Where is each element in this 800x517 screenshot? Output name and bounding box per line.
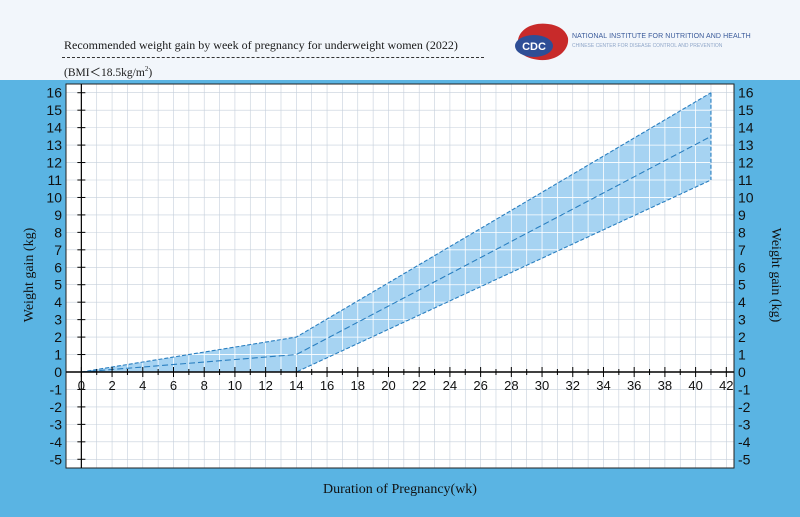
y-axis-label-right: Weight gain (kg) <box>768 227 783 323</box>
x-tick-label: 24 <box>443 378 457 393</box>
x-tick-label: 42 <box>719 378 733 393</box>
y-tick-label-right: 6 <box>738 259 746 275</box>
y-tick-label-right: -4 <box>738 434 751 450</box>
logo-line-2: CHINESE CENTER FOR DISEASE CONTROL AND P… <box>572 43 723 49</box>
subtitle-prefix: (BMI＜18.5kg/m <box>64 67 145 79</box>
y-tick-label-right: 15 <box>738 102 754 118</box>
y-tick-label-right: 9 <box>738 207 746 223</box>
x-tick-label: 38 <box>658 378 672 393</box>
x-tick-label: 12 <box>258 378 272 393</box>
y-tick-label-left: 15 <box>46 102 62 118</box>
y-tick-label-right: 14 <box>738 120 754 136</box>
y-tick-label-right: 13 <box>738 137 754 153</box>
x-tick-label: 32 <box>566 378 580 393</box>
y-tick-label-left: 2 <box>54 329 62 345</box>
x-axis-label: Duration of Pregnancy(wk) <box>323 482 477 497</box>
y-tick-label-right: 0 <box>738 364 746 380</box>
x-tick-label: 8 <box>201 378 208 393</box>
y-tick-label-left: 8 <box>54 224 62 240</box>
y-tick-label-right: 3 <box>738 312 746 328</box>
title-divider <box>62 57 484 58</box>
y-tick-label-left: 16 <box>46 85 62 101</box>
y-tick-label-left: -4 <box>50 434 63 450</box>
y-tick-label-left: -2 <box>50 399 63 415</box>
y-tick-label-right: 10 <box>738 189 754 205</box>
x-tick-label: 34 <box>596 378 610 393</box>
y-axis-label-left: Weight gain (kg) <box>22 227 37 323</box>
institute-logo: CDC NATIONAL INSTITUTE FOR NUTRITION AND… <box>510 18 751 66</box>
y-tick-label-right: 2 <box>738 329 746 345</box>
x-tick-label: 40 <box>688 378 702 393</box>
y-tick-label-left: -1 <box>50 381 63 397</box>
y-tick-label-left: 4 <box>54 294 62 310</box>
y-tick-label-right: -1 <box>738 381 751 397</box>
grid-lines <box>65 84 734 468</box>
y-tick-label-right: 7 <box>738 242 746 258</box>
y-tick-label-left: 0 <box>54 364 62 380</box>
subtitle-suffix: ) <box>148 67 153 79</box>
axes <box>65 83 735 469</box>
x-tick-label: 22 <box>412 378 426 393</box>
plot-border <box>65 83 735 469</box>
y-tick-label-right: -3 <box>738 416 751 432</box>
y-tick-label-left: 14 <box>46 120 62 136</box>
logo-line-1: NATIONAL INSTITUTE FOR NUTRITION AND HEA… <box>572 33 751 40</box>
y-tick-label-left: -3 <box>50 416 63 432</box>
y-tick-label-left: 7 <box>54 242 62 258</box>
x-tick-label: 36 <box>627 378 641 393</box>
y-tick-label-left: -5 <box>50 451 63 467</box>
y-tick-label-left: 9 <box>54 207 62 223</box>
y-tick-label-left: 12 <box>46 155 62 171</box>
y-tick-label-right: 1 <box>738 347 746 363</box>
china-map-icon: CDC <box>515 23 569 61</box>
x-tick-label: 26 <box>473 378 487 393</box>
x-tick-label: 14 <box>289 378 303 393</box>
y-tick-label-left: 1 <box>54 347 62 363</box>
x-tick-label: 20 <box>381 378 395 393</box>
lower-limit-line <box>81 179 712 373</box>
x-tick-label: 10 <box>228 378 242 393</box>
x-tick-label: 30 <box>535 378 549 393</box>
x-tick-label: 18 <box>351 378 365 393</box>
x-tick-label: 2 <box>108 378 115 393</box>
tick-labels: 0 2 4 6 8 10 12 14 16 18 20 22 24 26 28 30 32 34 36 38 40 42-… <box>46 85 753 468</box>
y-tick-label-left: 11 <box>47 172 62 188</box>
y-tick-label-left: 13 <box>46 137 62 153</box>
x-tick-label: 16 <box>320 378 334 393</box>
x-tick-label: 28 <box>504 378 518 393</box>
y-tick-label-right: 16 <box>738 85 754 101</box>
chart-title: Recommended weight gain by week of pregn… <box>64 38 458 52</box>
y-tick-label-left: 3 <box>54 312 62 328</box>
logo-badge-text: CDC <box>522 41 546 53</box>
y-tick-label-right: -5 <box>738 451 751 467</box>
y-tick-label-left: 6 <box>54 259 62 275</box>
y-tick-label-left: 5 <box>54 277 62 293</box>
y-tick-label-left: 10 <box>46 189 62 205</box>
x-tick-label: 6 <box>170 378 177 393</box>
y-tick-label-right: 8 <box>738 224 746 240</box>
chart-subtitle: (BMI＜18.5kg/m2) <box>64 64 152 80</box>
y-tick-label-right: 5 <box>738 277 746 293</box>
y-tick-label-right: 12 <box>738 155 754 171</box>
chart-header <box>0 0 800 80</box>
y-tick-label-right: -2 <box>738 399 751 415</box>
upper-limit-line <box>81 92 712 373</box>
x-tick-label: 0 <box>78 378 85 393</box>
subtitle-superscript: 2 <box>144 65 149 74</box>
x-tick-label: 4 <box>139 378 146 393</box>
y-tick-label-right: 4 <box>738 294 746 310</box>
y-tick-label-right: 11 <box>738 172 753 188</box>
